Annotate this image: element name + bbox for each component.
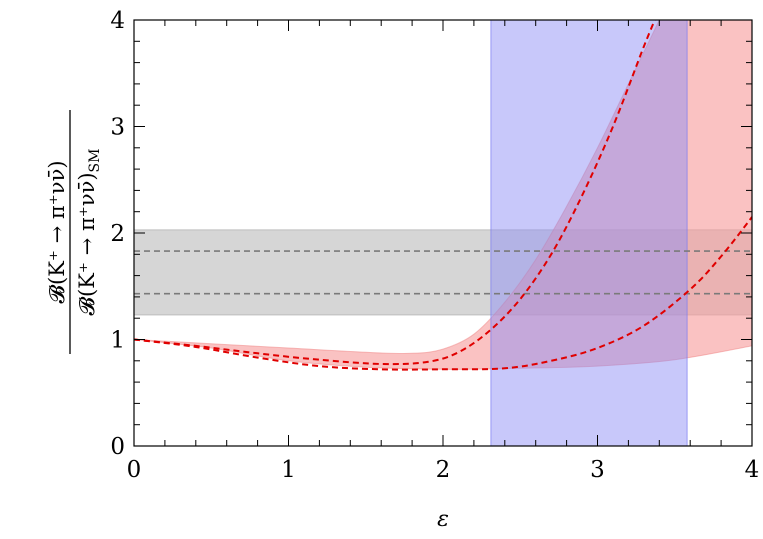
x-axis-label: ε — [437, 507, 449, 532]
x-tick-label-0: 0 — [127, 457, 142, 483]
plot-area — [134, 20, 752, 446]
blue-band — [490, 20, 688, 446]
bands-layer — [134, 20, 752, 446]
ticks-layer — [133, 19, 753, 447]
x-tick-label-4: 4 — [745, 457, 760, 483]
y-axis-label: 𝓑(K⁺ → π⁺νν̄) 𝓑(K⁺ → π⁺νν̄)SM — [45, 110, 103, 354]
y-tick-label-0: 0 — [110, 434, 125, 460]
y-tick-label-4: 4 — [110, 8, 125, 34]
y-tick-label-1: 1 — [110, 328, 125, 354]
y-axis-label-denominator: 𝓑(K⁺ → π⁺νν̄)SM — [75, 149, 103, 316]
y-tick-label-2: 2 — [110, 221, 125, 247]
red-dashed-series-0 — [134, 20, 656, 366]
y-tick-label-3: 3 — [110, 115, 125, 141]
x-tick-label-3: 3 — [590, 457, 605, 483]
red-band — [134, 20, 752, 370]
lines-layer — [134, 20, 752, 371]
x-tick-label-2: 2 — [436, 457, 451, 483]
y-axis-label-numerator: 𝓑(K⁺ → π⁺νν̄) — [45, 160, 69, 303]
red-dashed-series-1 — [134, 216, 752, 371]
x-tick-label-1: 1 — [281, 457, 296, 483]
